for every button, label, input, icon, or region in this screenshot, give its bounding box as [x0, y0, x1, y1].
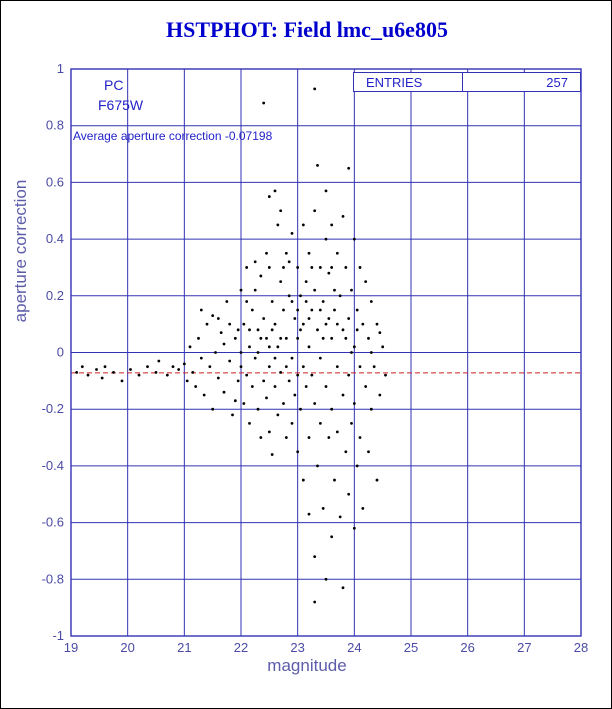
- svg-text:-0.8: -0.8: [42, 571, 64, 586]
- svg-text:21: 21: [177, 640, 191, 655]
- entries-label: ENTRIES: [366, 74, 423, 90]
- plot-frame: [70, 68, 582, 637]
- svg-text:0.6: 0.6: [46, 174, 64, 189]
- svg-text:1: 1: [57, 61, 64, 76]
- detector-label: PC: [104, 77, 124, 93]
- x-tick-labels: 19 20 21 22 23 24 25 26 27 28: [64, 640, 588, 655]
- data-points: [75, 87, 387, 604]
- svg-text:19: 19: [64, 640, 78, 655]
- svg-text:-1: -1: [52, 628, 64, 643]
- y-tick-labels: -1 -0.8 -0.6 -0.4 -0.2 0 0.2 0.4 0.6 0.8 1: [42, 61, 64, 643]
- svg-text:23: 23: [290, 640, 304, 655]
- svg-text:24: 24: [347, 640, 361, 655]
- y-axis-label: aperture correction: [11, 179, 30, 323]
- grid-lines: [70, 68, 582, 637]
- svg-text:28: 28: [574, 640, 588, 655]
- entries-value: 257: [462, 73, 580, 91]
- svg-text:27: 27: [517, 640, 531, 655]
- svg-text:-0.2: -0.2: [42, 401, 64, 416]
- entries-box: ENTRIES 257: [353, 72, 581, 92]
- svg-text:0: 0: [57, 345, 64, 360]
- svg-text:0.8: 0.8: [46, 118, 64, 133]
- svg-text:22: 22: [234, 640, 248, 655]
- svg-text:0.4: 0.4: [46, 231, 64, 246]
- average-correction-label: Average aperture correction -0.07198: [73, 129, 273, 143]
- page-title: HSTPHOT: Field lmc_u6e805: [166, 17, 448, 42]
- svg-text:25: 25: [404, 640, 418, 655]
- x-axis-label: magnitude: [267, 656, 347, 675]
- filter-label: F675W: [98, 97, 144, 113]
- svg-text:26: 26: [460, 640, 474, 655]
- svg-text:0.2: 0.2: [46, 288, 64, 303]
- svg-text:-0.6: -0.6: [42, 515, 64, 530]
- svg-text:20: 20: [120, 640, 134, 655]
- svg-text:-0.4: -0.4: [42, 458, 64, 473]
